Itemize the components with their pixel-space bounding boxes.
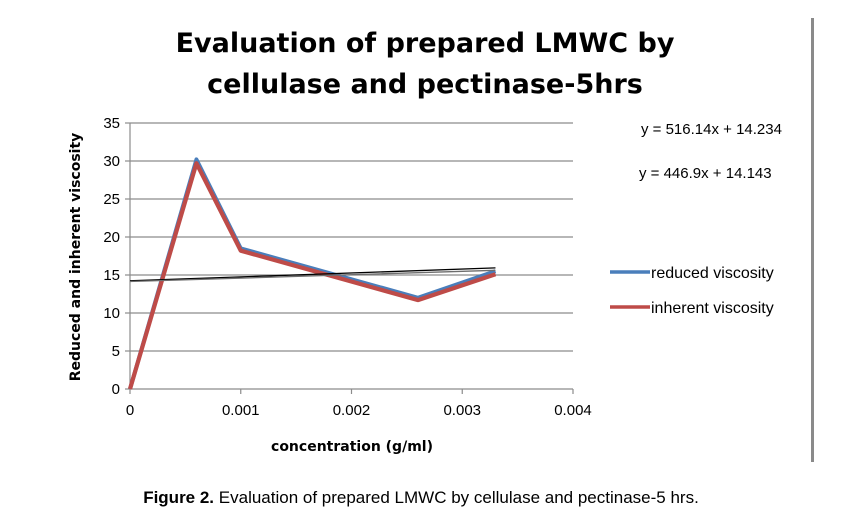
series-group: [127, 157, 497, 390]
gridlines: [130, 122, 573, 352]
legend-label: inherent viscosity: [651, 300, 774, 317]
trendline-2: [129, 269, 496, 283]
legend-label: reduced viscosity: [651, 265, 774, 282]
legend: reduced viscosity inherent viscosity: [610, 265, 774, 317]
x-tick-label: 0.002: [333, 402, 371, 419]
line-chart: Evaluation of prepared LMWC by cellulase…: [68, 28, 782, 455]
caption-label: Figure 2.: [143, 488, 215, 507]
y-tick-label: 15: [103, 267, 120, 284]
trendline-1: [129, 267, 496, 282]
trendline-equation-1: y = 516.14x + 14.234: [641, 121, 782, 138]
trendline-equation-2: y = 446.9x + 14.143: [639, 165, 772, 182]
y-axis-ticks: 0 5 10 15 20 25 30 35: [103, 115, 130, 398]
y-axis-label: Reduced and inherent viscosity: [68, 133, 84, 382]
y-tick-label: 20: [103, 229, 120, 246]
x-tick-label: 0.004: [554, 402, 592, 419]
x-tick-label: 0.001: [222, 402, 260, 419]
caption-text: Evaluation of prepared LMWC by cellulase…: [214, 488, 699, 507]
figure-caption: Figure 2. Evaluation of prepared LMWC by…: [0, 488, 842, 508]
y-tick-label: 5: [112, 343, 120, 360]
x-tick-label: 0: [126, 402, 134, 419]
y-tick-label: 35: [103, 115, 120, 132]
trendlines-group: [129, 267, 496, 283]
y-tick-label: 0: [112, 381, 120, 398]
x-axis-ticks: 0 0.001 0.002 0.003 0.004: [126, 389, 592, 419]
chart-title-line-2: cellulase and pectinase-5hrs: [207, 69, 643, 100]
trendline-equations: y = 516.14x + 14.234 y = 446.9x + 14.143: [639, 121, 782, 182]
x-tick-label: 0.003: [443, 402, 481, 419]
chart-title: Evaluation of prepared LMWC by cellulase…: [176, 28, 675, 100]
frame-divider: [811, 18, 814, 462]
y-tick-label: 25: [103, 191, 120, 208]
y-tick-label: 30: [103, 153, 120, 170]
y-tick-label: 10: [103, 305, 120, 322]
x-axis-label: concentration (g/ml): [271, 439, 433, 455]
chart-title-line-1: Evaluation of prepared LMWC by: [176, 28, 675, 59]
